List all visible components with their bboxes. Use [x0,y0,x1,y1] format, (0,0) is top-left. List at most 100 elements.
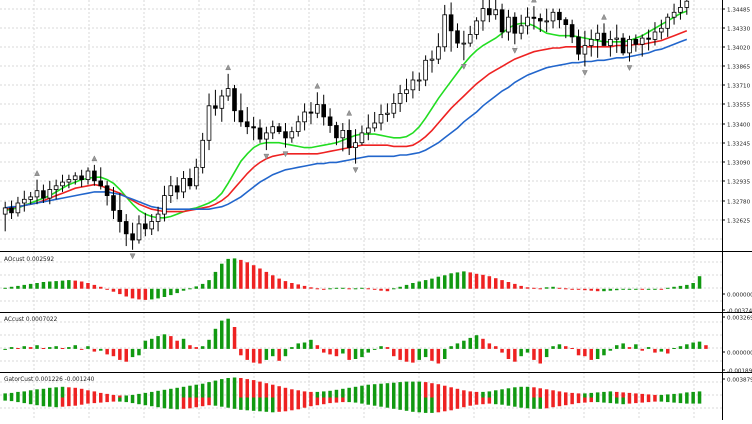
candle-body [646,37,651,40]
histogram-bar [659,397,664,402]
histogram-bar [436,397,441,413]
histogram-bar [296,397,300,410]
histogram-bar [506,397,511,406]
histogram-bar [500,280,504,289]
histogram-bar [99,348,103,351]
histogram-bar [207,280,211,289]
histogram-bar [296,284,300,289]
histogram-bar [9,397,14,402]
candle-body [588,39,594,47]
histogram-bar [67,397,71,407]
candle-body [111,195,116,211]
histogram-bar [500,389,504,398]
histogram-bar [341,388,345,398]
candle-body [659,27,664,33]
ao-title: AOcust 0.002592 [4,257,54,263]
candle-body [200,139,206,168]
candle-body [276,126,282,132]
candle [162,185,167,222]
histogram-bar [621,397,625,405]
candle [334,121,339,146]
fractal-down-marker [460,64,467,70]
histogram-bar [570,397,574,405]
histogram-bar [194,384,198,398]
histogram-bar [48,397,52,407]
candle-body [442,14,447,48]
histogram-bar [130,397,135,404]
histogram-bar [640,348,644,351]
histogram-bar [436,348,441,364]
candle-body [270,126,275,134]
histogram-bar [544,348,549,358]
candle-body [385,112,390,115]
histogram-bar [481,274,485,289]
candle-body [314,104,320,114]
histogram-bar [258,268,262,289]
candle [659,19,664,40]
histogram-bar [385,347,390,349]
histogram-bar [608,288,613,291]
histogram-bar [86,397,90,404]
candle-body [334,125,339,139]
candle [550,8,556,29]
histogram-bar [691,391,695,398]
candle-body [391,103,397,114]
histogram-bar [309,391,313,398]
histogram-bar [430,348,434,361]
candle-body [92,170,97,182]
candle-body [238,110,244,123]
candle [2,201,8,232]
gator-indicator-pane [3,377,702,413]
candle [588,29,594,57]
candle [385,103,390,122]
candle-body [168,185,174,197]
candle-body [283,131,288,139]
histogram-bar [264,383,269,398]
histogram-bar [449,397,453,411]
histogram-bar [150,391,154,398]
candle [557,8,562,29]
histogram-bar [315,397,320,406]
candle [270,120,275,140]
candle [486,0,492,23]
histogram-bar [360,348,364,358]
histogram-bar [398,397,402,410]
histogram-bar [685,284,689,289]
histogram-bar [392,348,396,357]
histogram-bar [474,397,479,405]
candle-body [53,185,59,190]
candle-body [130,233,135,241]
histogram-bar [697,341,702,349]
histogram-bar [627,347,632,349]
histogram-bar [322,288,326,290]
histogram-bar [685,397,689,404]
candle [283,123,288,148]
histogram-bar [283,397,288,412]
histogram-bar [436,384,441,398]
histogram-bar [487,391,492,398]
candle-body [321,104,326,118]
candle-body [416,79,422,82]
histogram-bar [328,397,332,404]
histogram-bar [423,397,428,413]
histogram-bar [41,397,46,407]
histogram-bar [557,397,562,407]
histogram-bar [232,258,237,289]
histogram-bar [602,391,606,398]
histogram-bar [54,387,58,398]
ac-axis-label: 0.0032694 [727,316,752,322]
histogram-bar [16,391,20,398]
histogram-bar [73,345,77,349]
candle [136,215,142,244]
histogram-bar [54,397,58,408]
candle-body [378,114,384,124]
histogram-bar [595,348,600,359]
histogram-bar [137,348,141,356]
histogram-bar [372,288,377,290]
candle [174,177,180,200]
histogram-bar [79,388,84,398]
candle [582,30,588,67]
candle [60,174,65,192]
ac-axis-label: -0.0018932 [727,369,752,375]
